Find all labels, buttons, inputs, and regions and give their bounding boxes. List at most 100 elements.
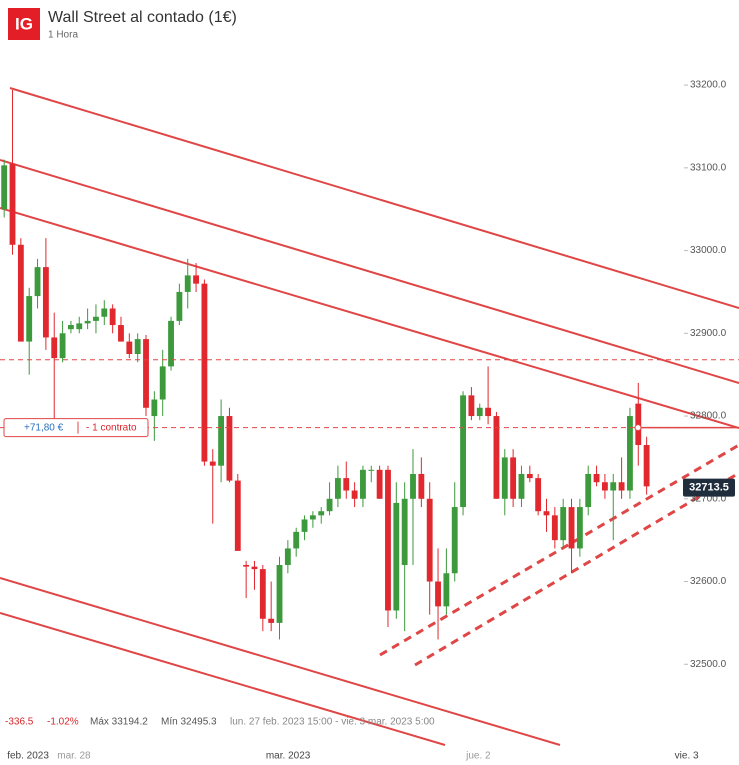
candle-body <box>193 275 199 284</box>
candle-body <box>560 507 567 541</box>
candle-body <box>268 618 275 623</box>
candle-body <box>251 566 258 570</box>
candle-body <box>243 564 250 567</box>
last-price-label: 32713.5 <box>689 482 729 494</box>
candle-body <box>543 511 550 516</box>
candle-body <box>418 473 425 499</box>
candle-body <box>151 399 158 417</box>
candle-body <box>376 469 383 499</box>
last-price-box <box>683 478 735 497</box>
position-pnl: +71,80 € <box>24 422 64 433</box>
stat-max: Máx 33194.2 <box>90 717 148 728</box>
candle-body <box>368 469 375 471</box>
candle-body <box>393 502 400 611</box>
candle-body <box>201 283 208 462</box>
candle-body <box>401 498 408 565</box>
candle-body <box>1 165 8 210</box>
trend-line <box>0 159 739 384</box>
candle-body <box>435 581 441 607</box>
logo: IG <box>15 14 33 33</box>
candle-body <box>17 244 24 342</box>
y-tick-label: 32900.0 <box>690 328 727 339</box>
candle-body <box>76 323 83 330</box>
candle-body <box>226 416 233 481</box>
position-size: - 1 contrato <box>86 422 137 433</box>
candle-body <box>460 395 466 508</box>
candle-body <box>318 511 325 516</box>
candle-body <box>84 320 91 324</box>
candle-body <box>443 573 450 607</box>
stat-range: lun. 27 feb. 2023 15:00 - vie. 3 mar. 20… <box>230 717 435 728</box>
candle-body <box>234 480 241 551</box>
candle-body <box>51 337 58 359</box>
candle-body <box>627 416 633 491</box>
candle-body <box>276 564 283 623</box>
candle-body <box>535 478 542 512</box>
y-tick-label: 33200.0 <box>690 80 727 91</box>
trend-line <box>0 207 739 429</box>
candle-body <box>9 163 16 245</box>
y-tick-label: 32800.0 <box>690 411 727 422</box>
candle-body <box>293 531 300 549</box>
candle-body <box>42 267 49 338</box>
position-box <box>3 418 149 438</box>
candle-body <box>118 325 124 342</box>
candle-body <box>510 457 517 499</box>
candle-body <box>209 461 216 466</box>
trend-line <box>414 471 739 667</box>
x-tick-label: mar. 2023 <box>266 751 311 762</box>
candle-body <box>576 507 583 549</box>
candle-body <box>184 275 191 292</box>
x-tick-label: feb. 2023 <box>7 751 49 762</box>
y-tick-label: 33000.0 <box>690 245 727 256</box>
candle-body <box>176 291 183 321</box>
stat-change: -336.5 <box>5 717 34 728</box>
candle-body <box>68 325 74 330</box>
candle-body <box>593 473 600 483</box>
candle-body <box>451 507 458 574</box>
candle-body <box>518 473 525 499</box>
candle-body <box>485 407 492 417</box>
candle-body <box>618 482 625 491</box>
trend-line <box>0 577 561 746</box>
candle-body <box>134 339 141 354</box>
candle-body <box>643 445 650 487</box>
candle-body <box>259 569 266 619</box>
stat-change-pct: -1.02% <box>47 717 79 728</box>
candle-body <box>59 333 66 359</box>
candle-body <box>101 308 108 317</box>
candle-body <box>301 519 308 532</box>
candle-body <box>610 482 617 491</box>
candle-body <box>426 498 433 582</box>
candle-body <box>109 308 116 326</box>
candle-body <box>476 407 483 417</box>
candle-body <box>334 478 341 499</box>
logo-box <box>8 8 40 40</box>
y-tick-label: 33100.0 <box>690 162 727 173</box>
candle-body <box>34 267 41 297</box>
chart-title: Wall Street al contado (1€) <box>48 9 237 26</box>
candle-body <box>493 416 500 499</box>
chart-subtitle: 1 Hora <box>48 30 78 41</box>
stat-min: Mín 32495.3 <box>161 717 217 728</box>
candle-body <box>218 416 225 466</box>
candle-body <box>410 473 416 499</box>
position-marker <box>634 424 642 432</box>
x-tick-label: jue. 2 <box>465 751 491 762</box>
candle-body <box>309 515 316 520</box>
y-tick-label: 32700.0 <box>690 493 727 504</box>
y-tick-label: 32600.0 <box>690 576 727 587</box>
candle-body <box>551 515 558 541</box>
candle-body <box>159 366 166 400</box>
candle-body <box>126 341 133 354</box>
trend-lines <box>0 87 739 746</box>
candle-body <box>343 478 350 491</box>
candle-body <box>143 339 149 408</box>
candle-body <box>526 473 533 479</box>
candle-body <box>360 469 366 499</box>
x-tick-label: vie. 3 <box>675 751 699 762</box>
candle-body <box>351 490 358 499</box>
candle-body <box>93 316 99 321</box>
candle-body <box>385 469 391 611</box>
